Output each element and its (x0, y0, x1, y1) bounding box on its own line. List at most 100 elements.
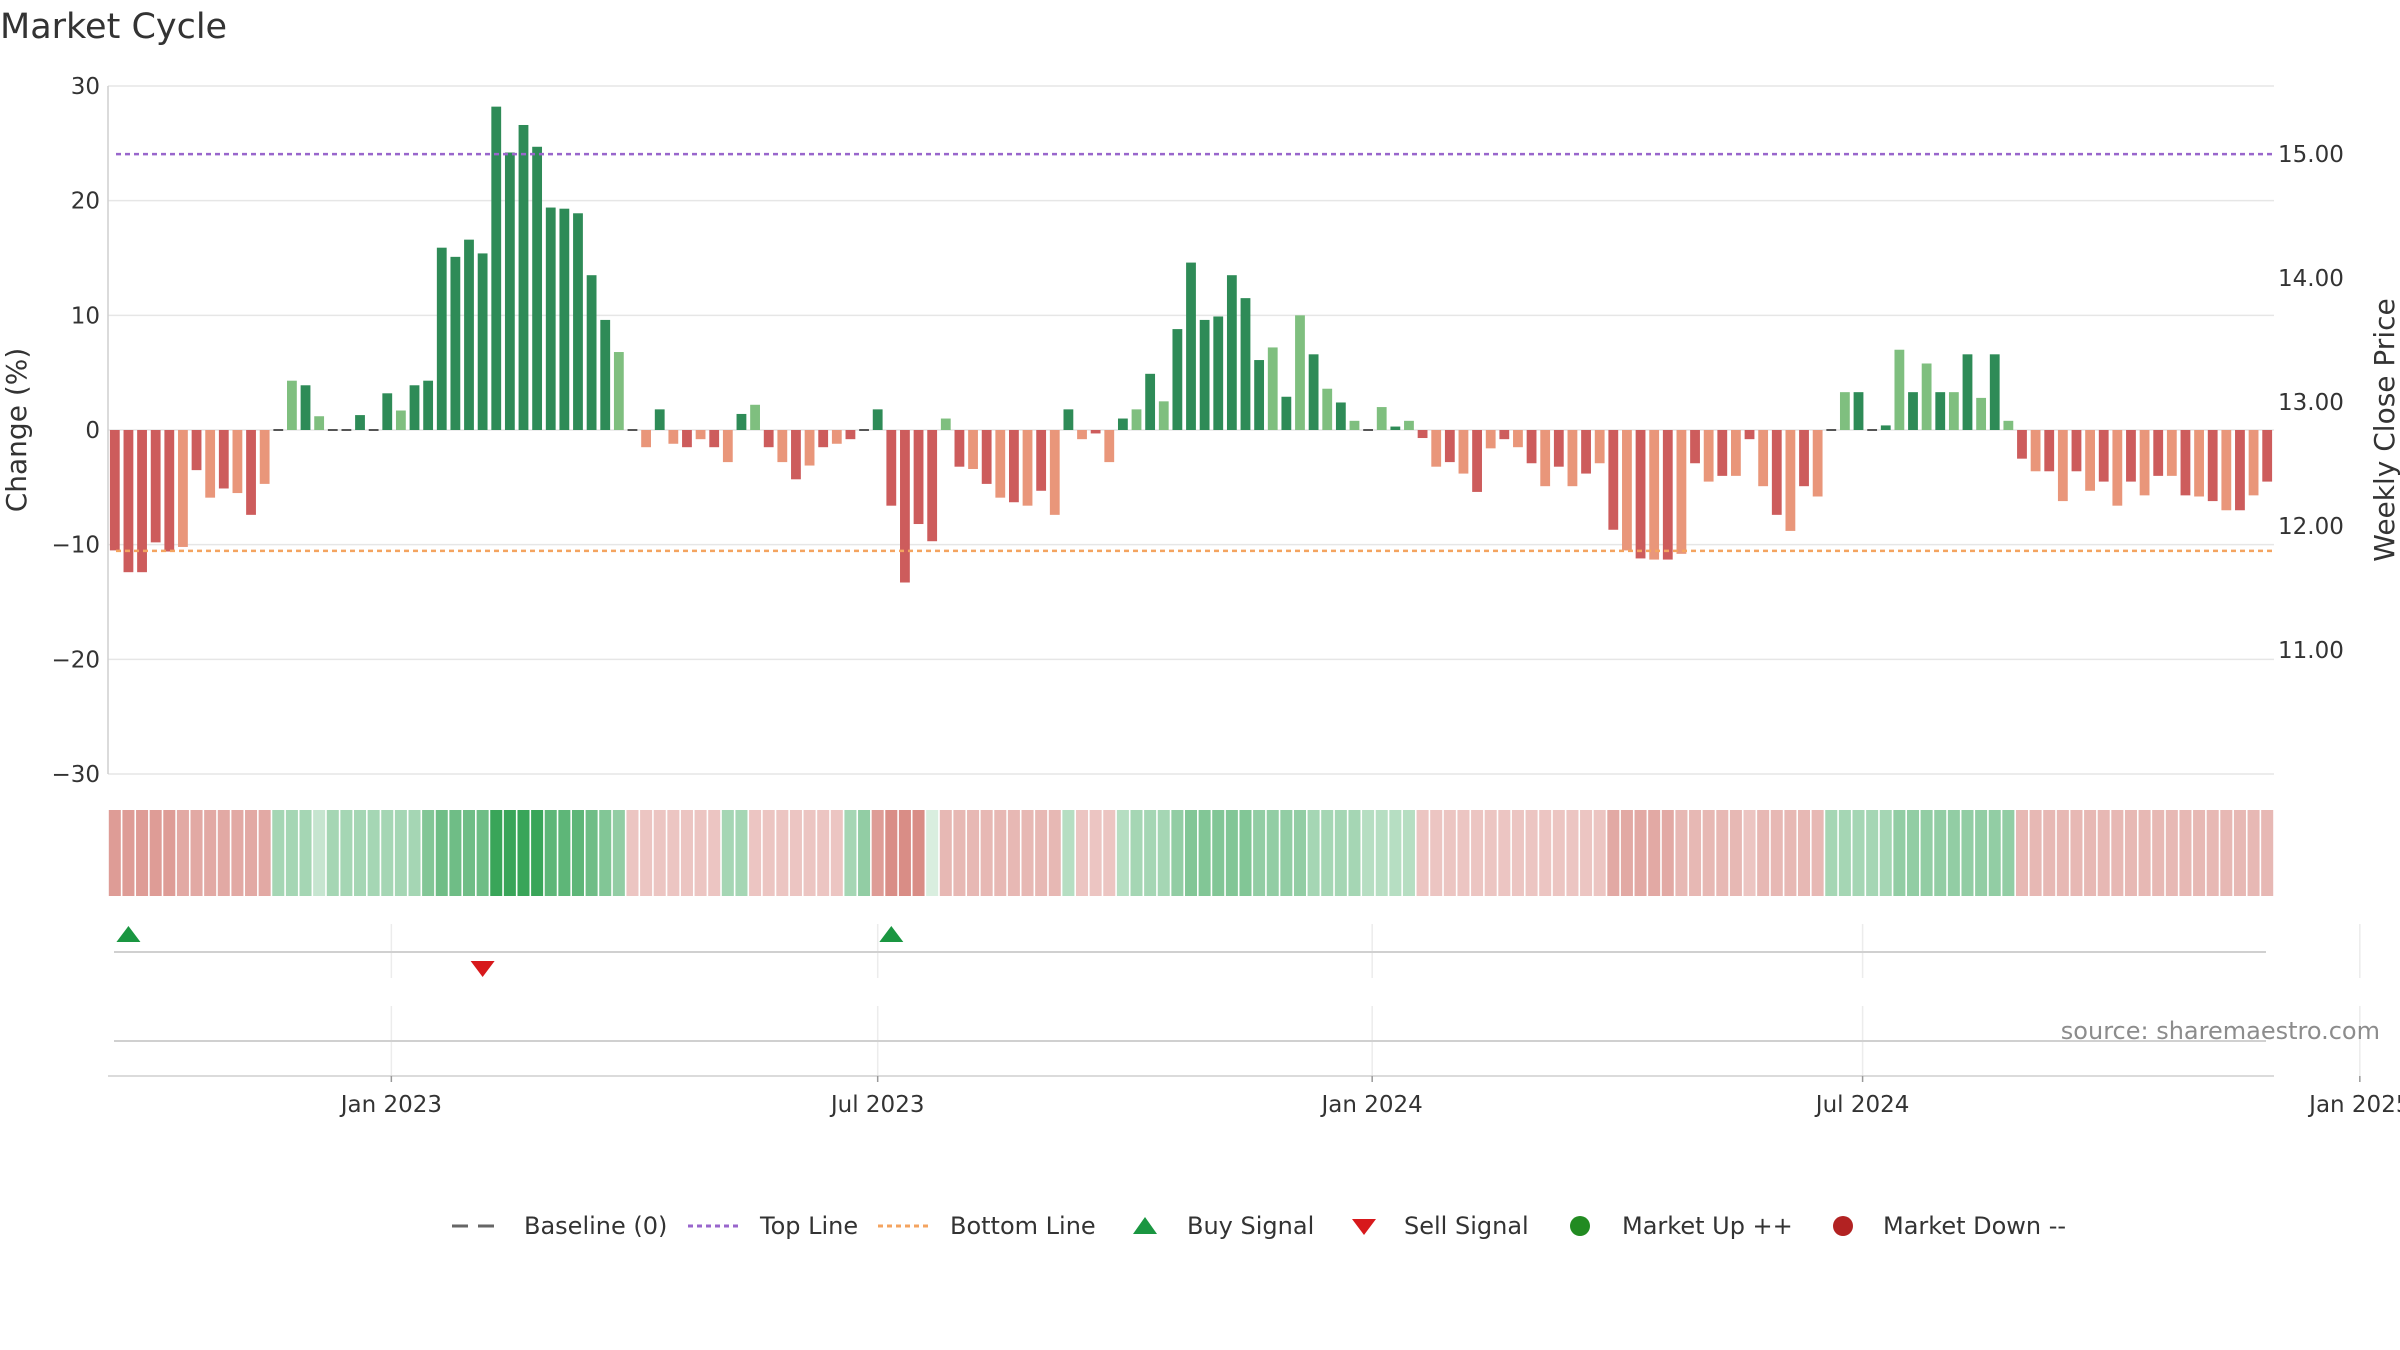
heat-cell (1729, 810, 1742, 896)
heat-cell (2247, 810, 2260, 896)
bar (2139, 430, 2150, 496)
bar (872, 409, 883, 430)
heat-cell (422, 810, 435, 896)
heat-cell (367, 810, 380, 896)
heat-cell (898, 810, 911, 896)
heat-cell (326, 810, 339, 896)
bar (1717, 430, 1728, 476)
heat-cell (1961, 810, 1974, 896)
signal-panel (114, 924, 2361, 978)
heat-cell (1648, 810, 1661, 896)
bar (1622, 430, 1632, 551)
heat-cell (1048, 810, 1061, 896)
bar (2126, 430, 2136, 482)
legend-label: Buy Signal (1187, 1212, 1314, 1240)
bar (1376, 407, 1387, 430)
bar (1853, 392, 1864, 430)
heat-cell (2002, 810, 2015, 896)
bar (1553, 430, 1564, 467)
bar (1676, 430, 1687, 554)
bar (2003, 420, 2014, 430)
bar (1608, 430, 1619, 530)
x-tick-label: Jan 2024 (1320, 1092, 1423, 1118)
heat-cell (844, 810, 857, 896)
bar (736, 413, 747, 430)
bar (900, 430, 910, 583)
y2-tick-label: 13.00 (2278, 390, 2344, 416)
bar (205, 430, 216, 498)
y-axis-label: Change (%) (0, 348, 33, 513)
bar (1744, 430, 1755, 440)
bar (1731, 430, 1741, 476)
heat-cell (953, 810, 966, 896)
heat-cell (1988, 810, 2001, 896)
bar (1431, 430, 1442, 467)
bar (2030, 430, 2041, 472)
heat-cell (1906, 810, 1920, 896)
bar (1771, 430, 1782, 515)
bar (573, 213, 583, 430)
heat-cell (1471, 810, 1484, 896)
heat-cell (612, 810, 625, 896)
bar (1186, 262, 1196, 430)
heat-cell (299, 810, 312, 896)
heat-cell (462, 810, 476, 896)
bar (355, 415, 365, 430)
bar (2153, 430, 2164, 476)
heat-cell (1634, 810, 1647, 896)
heat-cell (994, 810, 1007, 896)
bar (831, 430, 842, 444)
heat-cell (503, 810, 516, 896)
bar (395, 410, 406, 430)
legend-label: Market Down -- (1883, 1212, 2066, 1240)
heat-cell (967, 810, 980, 896)
bar (559, 208, 570, 430)
bar (1948, 392, 1959, 430)
bar (259, 430, 270, 484)
heat-cell (762, 810, 775, 896)
x-tick-label: Jul 2023 (829, 1092, 925, 1118)
heat-cell (1253, 810, 1266, 896)
heat-cell (1212, 810, 1225, 896)
heat-cell (1811, 810, 1824, 896)
bar (1295, 315, 1305, 430)
legend-item: Baseline (0) (452, 1212, 667, 1240)
heat-cell (1975, 810, 1988, 896)
bar (2235, 430, 2245, 511)
heat-cell (381, 810, 394, 896)
heat-cell (1280, 810, 1293, 896)
heat-cell (2152, 810, 2165, 896)
heat-cell (476, 810, 489, 896)
bar (2166, 430, 2177, 476)
market-panel (108, 1006, 2361, 1077)
heat-cell (749, 810, 762, 896)
heat-cell (122, 810, 135, 896)
heat-cell (1784, 810, 1797, 896)
bar (1444, 430, 1455, 463)
bar (123, 430, 134, 573)
heat-cell (149, 810, 162, 896)
heat-cell (1362, 810, 1375, 896)
bar (722, 430, 733, 463)
heat-cell (2029, 810, 2042, 896)
heat-cell (490, 810, 503, 896)
heat-cell (1716, 810, 1729, 896)
bar (1090, 430, 1101, 434)
bar (1989, 354, 2000, 430)
legend-item: Market Down -- (1833, 1212, 2066, 1240)
bar (886, 430, 897, 506)
y-tick-label: 30 (71, 74, 100, 100)
y-tick-label: 10 (71, 303, 100, 329)
heat-cell (1103, 810, 1116, 896)
legend-swatch (1833, 1216, 1853, 1236)
bar (1322, 388, 1333, 430)
heat-cell (1307, 810, 1320, 896)
heat-cell (1225, 810, 1238, 896)
bar (1635, 430, 1646, 559)
bar (1581, 430, 1591, 474)
bar (2180, 430, 2191, 496)
bar (845, 430, 856, 440)
heat-cell (1334, 810, 1347, 896)
bar (954, 430, 965, 467)
chart-title: Market Cycle (0, 7, 227, 47)
